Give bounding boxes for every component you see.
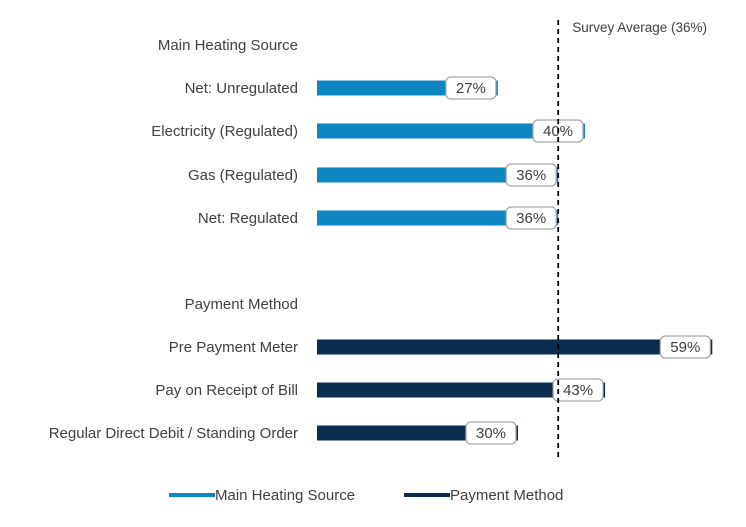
series-payment-method: Payment Method Pre Payment Meter 59% Pay on…	[49, 296, 713, 445]
data-label-box	[505, 206, 557, 230]
category-label: Net: Unregulated	[185, 80, 298, 97]
bar	[317, 339, 713, 355]
data-label: 36%	[516, 210, 546, 227]
group-label: Main Heating Source	[158, 37, 298, 54]
data-label-box	[505, 163, 557, 187]
data-label: 59%	[670, 339, 700, 356]
data-label: 30%	[476, 425, 506, 442]
data-label: 27%	[456, 80, 486, 97]
data-label-box	[465, 421, 517, 445]
data-label-box	[552, 378, 604, 402]
legend-label: Main Heating Source	[215, 487, 355, 504]
category-label: Net: Regulated	[198, 210, 298, 227]
data-label-box	[659, 335, 711, 359]
category-label: Pay on Receipt of Bill	[155, 382, 298, 399]
data-label-box	[445, 76, 497, 100]
bar	[317, 123, 585, 139]
bar	[317, 167, 559, 183]
series-main-heating-source: Main Heating Source Net: Unregulated 27% El…	[151, 37, 585, 230]
reference-line-label: Survey Average (36%)	[572, 20, 707, 35]
legend: Main Heating Source Payment Method	[169, 487, 563, 504]
category-label: Gas (Regulated)	[188, 167, 298, 184]
category-label: Electricity (Regulated)	[151, 123, 298, 140]
category-label: Regular Direct Debit / Standing Order	[49, 425, 298, 442]
group-label: Payment Method	[185, 296, 298, 313]
data-label: 43%	[563, 382, 593, 399]
bar	[317, 382, 606, 398]
bar	[317, 210, 559, 226]
data-label: 36%	[516, 167, 546, 184]
category-label: Pre Payment Meter	[169, 339, 298, 356]
legend-label: Payment Method	[450, 487, 563, 504]
